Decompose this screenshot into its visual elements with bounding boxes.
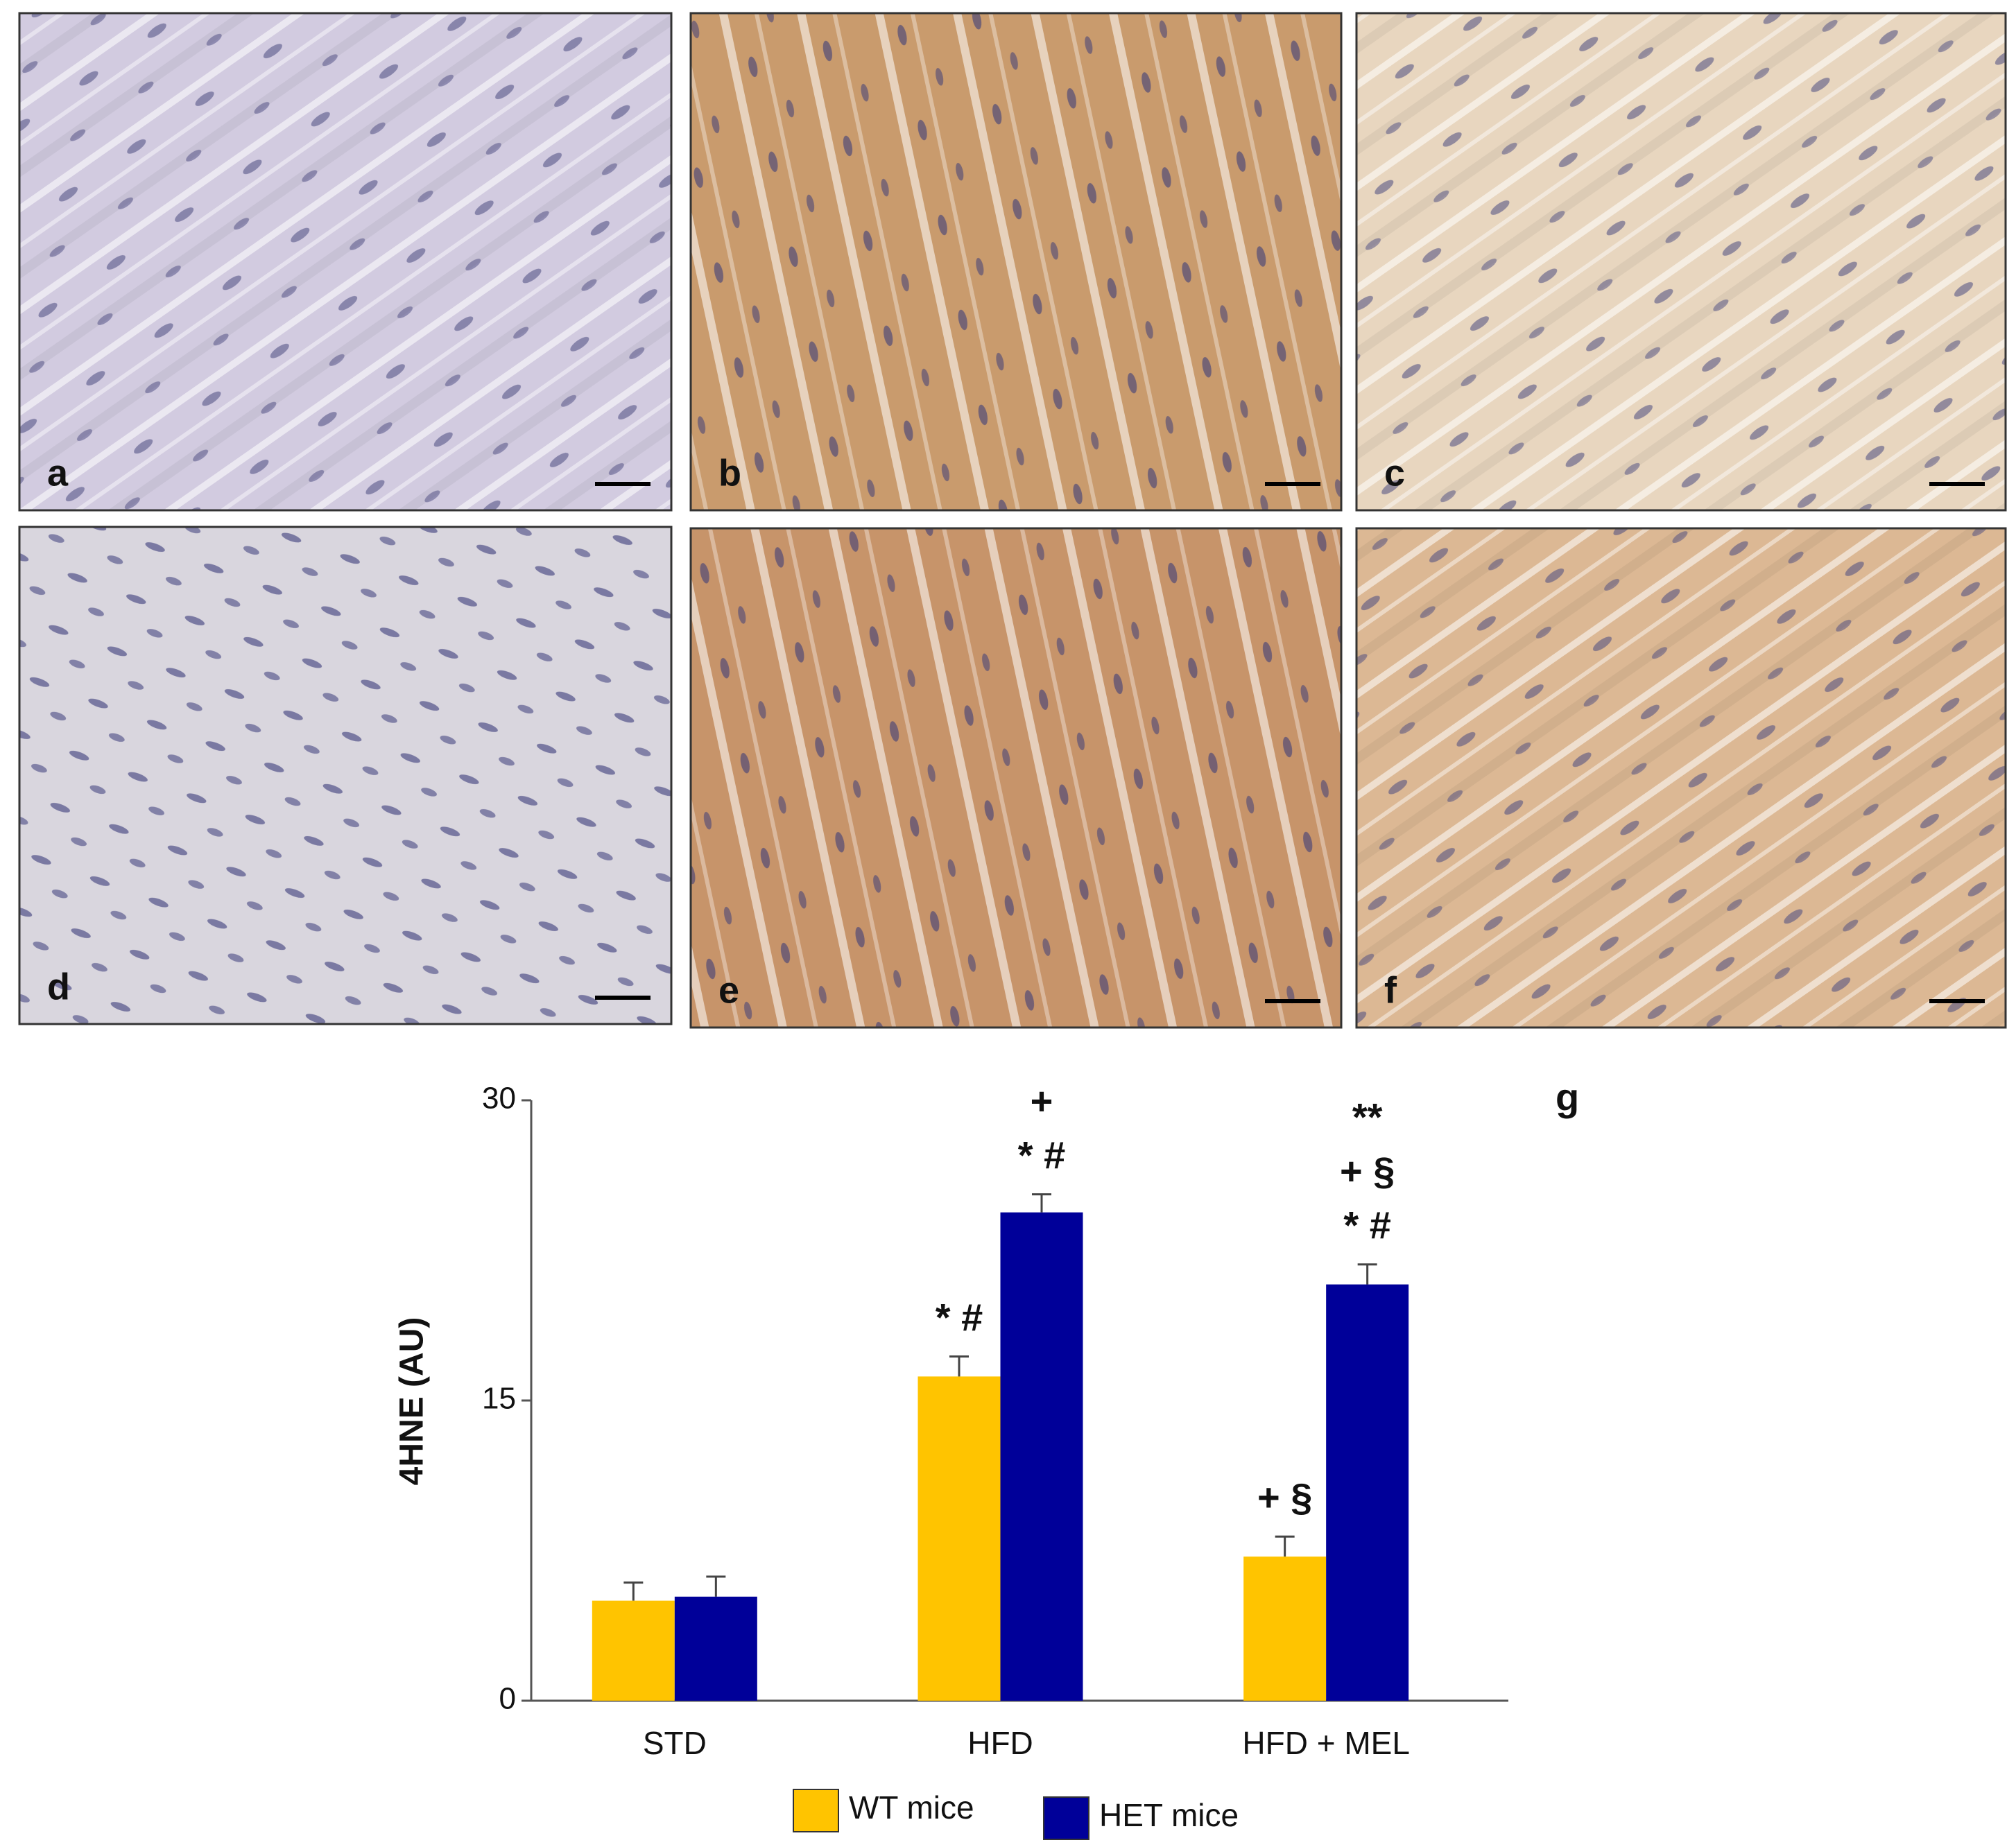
error-bar: [1357, 1263, 1377, 1285]
y-tick-label: 0: [499, 1682, 516, 1716]
y-tick-label: 30: [482, 1082, 516, 1116]
micrograph-border: [18, 12, 673, 512]
error-bar: [949, 1355, 969, 1377]
legend-label: HET mice: [1099, 1797, 1239, 1833]
micrograph-texture: [1356, 13, 2006, 510]
micrograph-border: [1355, 12, 2007, 512]
legend: WT mice HET mice: [793, 1789, 1239, 1840]
micrograph-border: [689, 12, 1343, 512]
micrograph-border: [1355, 527, 2007, 1029]
legend-label: WT mice: [849, 1789, 974, 1826]
bar: [917, 1376, 1001, 1701]
bar: [592, 1600, 675, 1701]
micrograph: f: [1355, 527, 2007, 1029]
x-tick-label: HFD: [967, 1725, 1033, 1761]
y-axis-label: 4HNE (AU): [394, 1317, 431, 1486]
error-bar: [623, 1581, 644, 1601]
micrograph-texture: [691, 13, 1341, 510]
bar: [1000, 1212, 1083, 1701]
panel-label: a: [47, 452, 69, 494]
panel-label: c: [1384, 452, 1405, 494]
error-bar: [1275, 1535, 1295, 1557]
x-tick-label: STD: [643, 1725, 707, 1761]
legend-swatch: [1043, 1796, 1089, 1840]
y-tick-label: 15: [482, 1382, 516, 1416]
panel-label: e: [718, 969, 739, 1011]
bar: [1326, 1284, 1409, 1701]
micrograph-texture: [19, 527, 671, 1024]
x-tick-label: HFD + MEL: [1242, 1725, 1410, 1761]
micrograph: e: [689, 527, 1343, 1029]
micrograph-texture: [19, 13, 671, 510]
micrograph: b: [689, 12, 1343, 512]
bar: [674, 1596, 757, 1701]
micrograph-texture: [691, 528, 1341, 1027]
error-bar: [706, 1575, 726, 1597]
panel-label: d: [47, 966, 70, 1007]
legend-swatch: [793, 1789, 839, 1832]
significance-marker: * #: [1018, 1133, 1066, 1177]
significance-marker: + §: [1257, 1475, 1312, 1519]
error-bar: [1032, 1193, 1051, 1213]
significance-marker: **: [1352, 1095, 1383, 1139]
significance-marker: +: [1031, 1079, 1053, 1122]
micrograph-border: [689, 527, 1343, 1029]
micrograph: a: [18, 12, 673, 512]
micrograph-texture: [1356, 528, 2006, 1027]
micrograph: d: [18, 526, 673, 1025]
bar: [1243, 1556, 1327, 1701]
panel-label: b: [718, 452, 741, 494]
micrograph-border: [18, 526, 673, 1025]
significance-marker: * #: [1343, 1204, 1391, 1247]
significance-marker: + §: [1340, 1150, 1395, 1193]
panel-label: f: [1384, 969, 1397, 1011]
panel-label: g: [1556, 1075, 1579, 1119]
bar-chart: g 4HNE (AU) 0 15 30 STD HFD * # + * # HFD + MEL +…: [394, 1075, 1579, 1840]
significance-marker: * #: [936, 1295, 983, 1339]
micrograph-panels: a b c d e f: [18, 12, 2007, 1029]
micrograph: c: [1355, 12, 2007, 512]
